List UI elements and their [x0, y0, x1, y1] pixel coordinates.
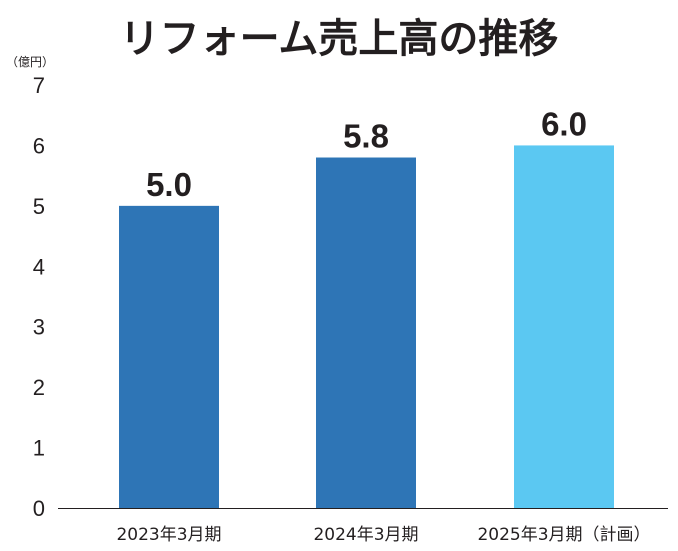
bar [514, 145, 614, 508]
bar-value-label: 6.0 [541, 105, 587, 142]
x-category-label: 2023年3月期 [116, 525, 221, 545]
bar-value-label: 5.0 [146, 166, 192, 203]
bar-value-label: 5.8 [343, 118, 389, 155]
bar [316, 157, 416, 508]
y-tick-label: 5 [33, 194, 45, 219]
y-axis-unit: （億円） [6, 55, 54, 69]
x-axis: 2023年3月期 2024年3月期 2025年3月期（計画） [116, 525, 650, 545]
y-tick-label: 1 [33, 436, 45, 461]
bar-series: 5.0 5.8 6.0 [119, 105, 614, 508]
y-tick-label: 7 [33, 73, 45, 98]
x-category-label: 2025年3月期（計画） [477, 525, 650, 545]
y-tick-label: 6 [33, 133, 45, 158]
y-tick-label: 0 [33, 496, 45, 521]
y-tick-label: 3 [33, 315, 45, 340]
y-tick-label: 2 [33, 375, 45, 400]
bar [119, 205, 219, 508]
x-category-label: 2024年3月期 [313, 525, 418, 545]
y-tick-label: 4 [33, 254, 45, 279]
chart-title: リフォーム売上高の推移 [120, 16, 559, 62]
y-axis: 0 1 2 3 4 5 6 7 [33, 73, 45, 521]
